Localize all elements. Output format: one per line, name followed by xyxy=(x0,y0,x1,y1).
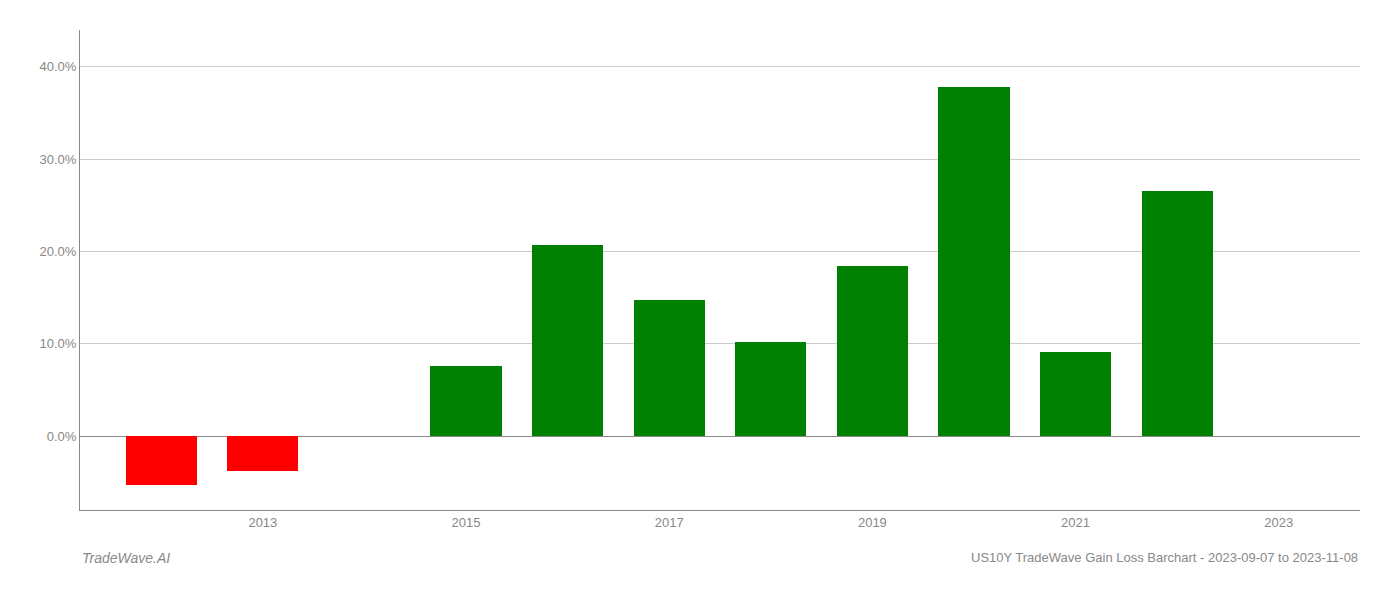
svg-text:30.0%: 30.0% xyxy=(40,152,77,167)
svg-text:0.0%: 0.0% xyxy=(47,429,77,444)
svg-text:10.0%: 10.0% xyxy=(40,336,77,351)
svg-text:US10Y TradeWave Gain Loss Barc: US10Y TradeWave Gain Loss Barchart - 202… xyxy=(971,550,1358,565)
svg-text:2019: 2019 xyxy=(858,515,887,530)
svg-text:40.0%: 40.0% xyxy=(40,59,77,74)
svg-text:2021: 2021 xyxy=(1061,515,1090,530)
svg-text:20.0%: 20.0% xyxy=(40,244,77,259)
svg-text:2023: 2023 xyxy=(1264,515,1293,530)
svg-text:2017: 2017 xyxy=(655,515,684,530)
svg-text:2013: 2013 xyxy=(248,515,277,530)
svg-text:2015: 2015 xyxy=(452,515,481,530)
svg-text:TradeWave.AI: TradeWave.AI xyxy=(82,550,170,566)
